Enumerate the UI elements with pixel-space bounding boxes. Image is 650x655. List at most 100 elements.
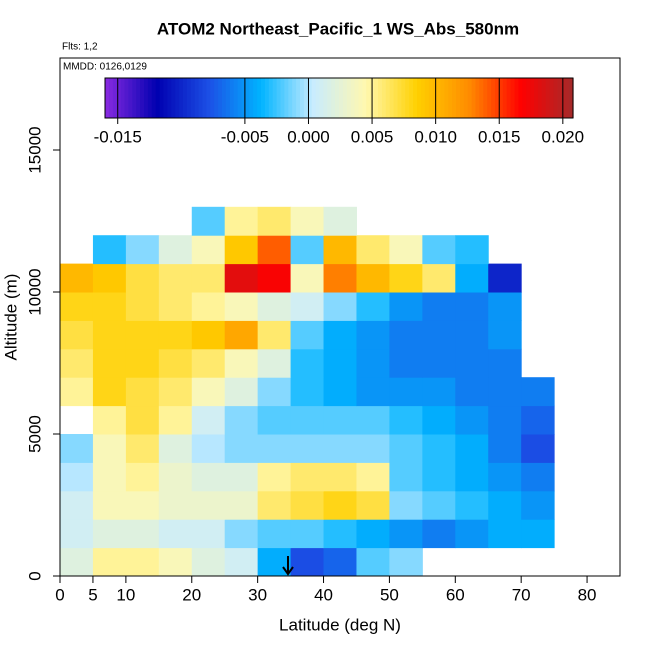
heat-cell [455,519,489,549]
colorbar-segment [374,78,379,118]
colorbar-segment [261,78,266,118]
heat-cell [323,206,357,236]
heat-cell [224,320,259,350]
heat-cell [92,434,127,463]
colorbar-segment [401,78,406,118]
heat-cell [290,519,325,549]
heat-cell [92,462,127,492]
heat-cell [422,263,456,293]
heat-cell [323,263,357,293]
heat-cell [389,235,423,265]
heat-cell [257,206,292,236]
heat-cell [356,405,390,435]
colorbar-segment [452,78,457,118]
heat-cell [191,377,226,407]
heat-cell [323,348,357,378]
x-tick-label: 60 [446,585,465,604]
heat-cell [323,292,357,321]
colorbar-segment [385,78,391,118]
heat-cell [356,235,390,265]
colorbar-segment [186,78,192,118]
colorbar-segment [366,78,371,118]
colorbar-segment [444,78,449,118]
colorbar-segment [147,78,153,118]
heat-cell [488,377,522,407]
y-tick-label: 0 [25,571,44,580]
heat-cell [125,292,160,321]
colorbar-segment [225,78,231,118]
heat-cell [422,235,456,265]
heat-cell [60,490,94,520]
heat-cell [191,405,226,435]
colorbar-segment [409,78,414,118]
heat-cell [224,263,259,293]
heat-cell [521,434,555,463]
heat-cell [389,405,423,435]
heat-cell [257,263,292,293]
heat-cell [125,320,160,350]
heat-cell [323,235,357,265]
colorbar-segment [526,78,531,118]
heat-cell [488,292,522,321]
heat-cell [323,490,357,520]
colorbar-segment [350,78,356,118]
colorbar-segment [339,78,344,118]
heat-cell [422,519,456,549]
heat-cell [191,206,226,236]
heat-cell [356,292,390,321]
heat-cell [60,263,94,293]
x-tick-label: 0 [55,585,64,604]
colorbar-frame [104,77,574,119]
colorbar-segment [506,78,512,118]
colorbar-segment [222,78,227,118]
colorbar-segment [128,78,133,118]
heat-cell [158,490,193,520]
colorbar-segment [272,78,278,118]
heat-cell [191,490,226,520]
heat-cell [521,519,555,549]
heat-cell [455,490,489,520]
x-tick-label: 40 [314,585,333,604]
heat-cell [125,434,160,463]
heat-cell [422,462,456,492]
heat-cell [455,263,489,293]
x-tick-label: 20 [182,585,201,604]
colorbar-segment [549,78,555,118]
colorbar-tick-label: -0.005 [221,127,269,146]
heat-cell [125,547,160,577]
heat-cell [488,348,522,378]
subtitle: Flts: 1,2 [62,42,98,53]
heat-cell [191,547,226,577]
colorbar-segment [280,78,285,118]
heat-cell [455,405,489,435]
heat-cell [158,348,193,378]
heat-cell [158,462,193,492]
heat-cell [521,377,555,407]
heat-cell [356,320,390,350]
colorbar-segment [420,78,426,118]
colorbar-segment [518,78,523,118]
colorbar-segment [112,78,118,118]
heat-cell [389,263,423,293]
heat-cell [290,405,325,435]
heat-cell [191,348,226,378]
colorbar-tick-label: 0.010 [414,127,457,146]
colorbar-segment [514,78,519,118]
heat-cell [455,235,489,265]
heat-cell [92,348,127,378]
colorbar-segment [233,78,239,118]
colorbar-segment [105,78,110,118]
heat-cell [290,547,325,577]
colorbar-segment [335,78,340,118]
colorbar-segment [120,78,126,118]
heat-cell [158,547,193,577]
colorbar-segment [124,78,129,118]
heat-cell [488,462,522,492]
colorbar-segment [257,78,262,118]
heat-cell [323,320,357,350]
colorbar-segment [541,78,547,118]
heat-cell [257,462,292,492]
heat-cell [455,434,489,463]
